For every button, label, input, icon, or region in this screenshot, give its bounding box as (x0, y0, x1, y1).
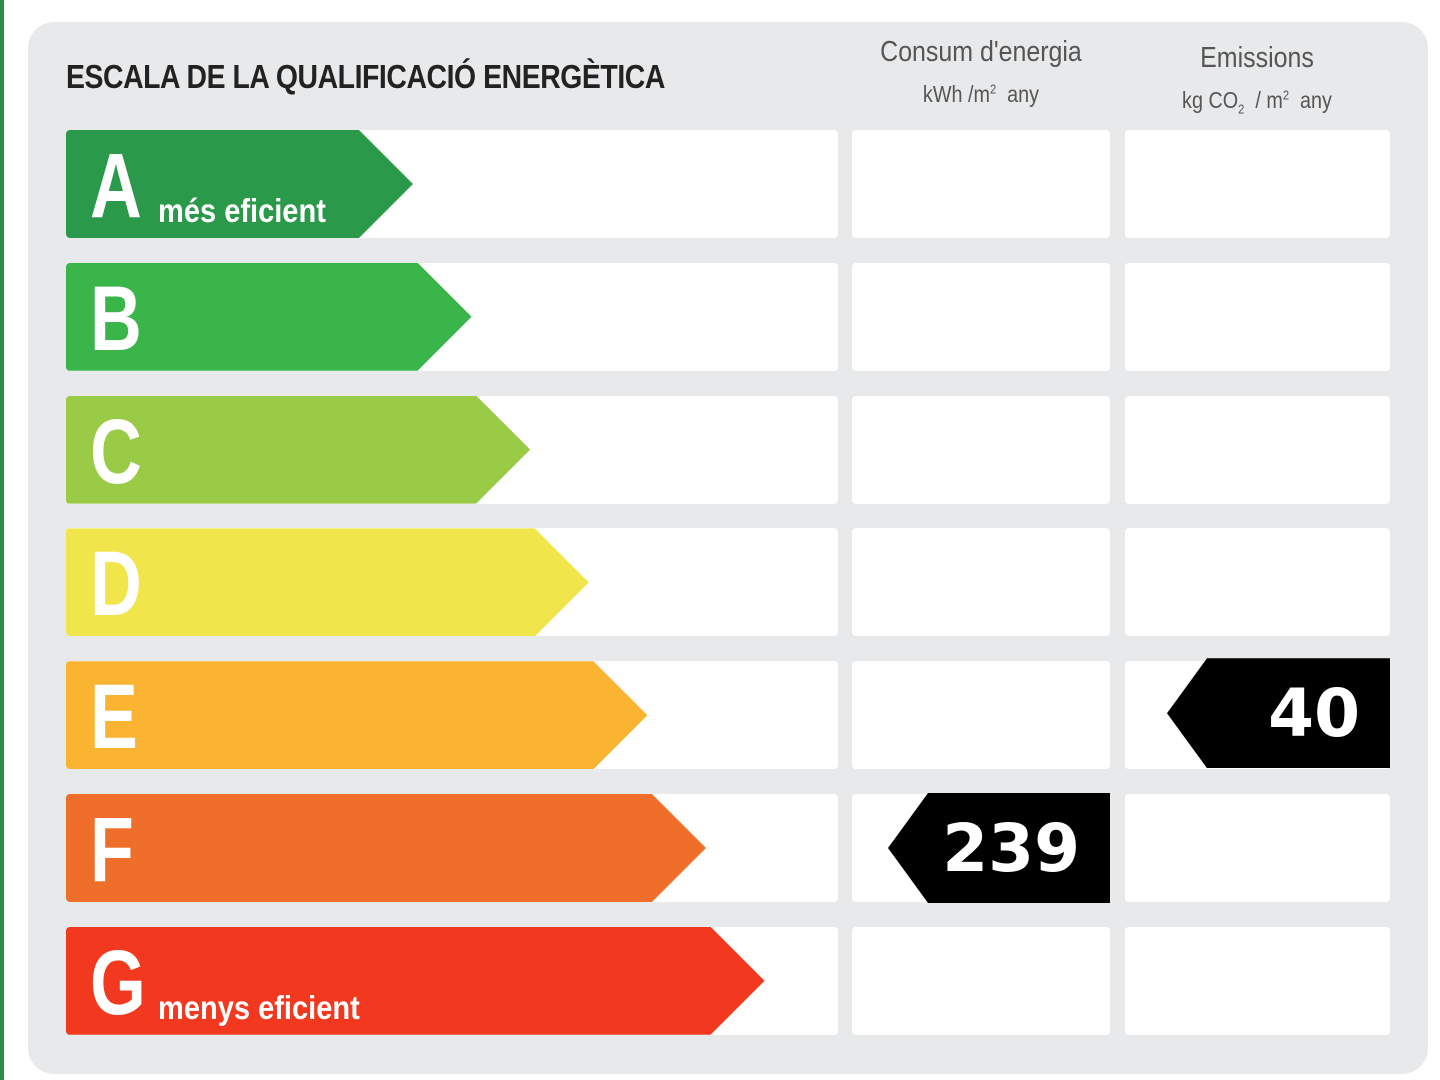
rating-letter-b: B (90, 267, 142, 370)
rating-bar-e: E (66, 661, 647, 769)
rating-letter-c: C (90, 400, 142, 503)
rating-label-a: més eficient (158, 192, 326, 229)
rating-letter-d: D (90, 533, 142, 636)
energy-value-marker: 239 (888, 793, 1110, 903)
rating-bar-d: D (66, 528, 589, 636)
emissions-column-title: Emissions (1200, 42, 1314, 74)
emissions-cell-d (1125, 528, 1390, 637)
energy-column-title: Consum d'energia (880, 36, 1082, 68)
emissions-value-marker: 40 (1167, 658, 1390, 769)
energy-column-header: Consum d'energia kWh /m2 any (851, 36, 1111, 108)
rating-letter-g: G (90, 931, 146, 1034)
energy-cell-a (852, 130, 1110, 238)
rating-label-g: menys eficient (158, 988, 360, 1026)
energy-cell-e (852, 661, 1110, 770)
rating-bar-b: B (66, 263, 472, 371)
energy-cell-g (852, 926, 1110, 1035)
emissions-cell-g (1125, 926, 1390, 1035)
emissions-cell-f (1125, 794, 1390, 902)
rating-letter-f: F (90, 799, 134, 901)
left-edge-line (0, 0, 4, 1080)
energy-cell-d (852, 528, 1110, 637)
emissions-column-header: Emissions kg CO2 / m2 any (1124, 42, 1390, 117)
emissions-column-unit: kg CO2 / m2 any (1182, 87, 1332, 117)
rating-bar-c: C (66, 396, 530, 504)
energy-cell-c (852, 395, 1110, 504)
emissions-cell-b (1125, 262, 1390, 371)
emissions-cell-c (1125, 395, 1390, 504)
energy-cell-b (852, 262, 1110, 371)
rating-letter-e: E (90, 666, 138, 769)
emissions-cell-a (1125, 130, 1390, 238)
energy-column-unit: kWh /m2 any (922, 81, 1040, 107)
rating-letter-a: A (90, 135, 142, 237)
scale-title: ESCALA DE LA QUALIFICACIÓ ENERGÈTICA (66, 58, 665, 95)
rating-bar-f: F (66, 794, 706, 902)
